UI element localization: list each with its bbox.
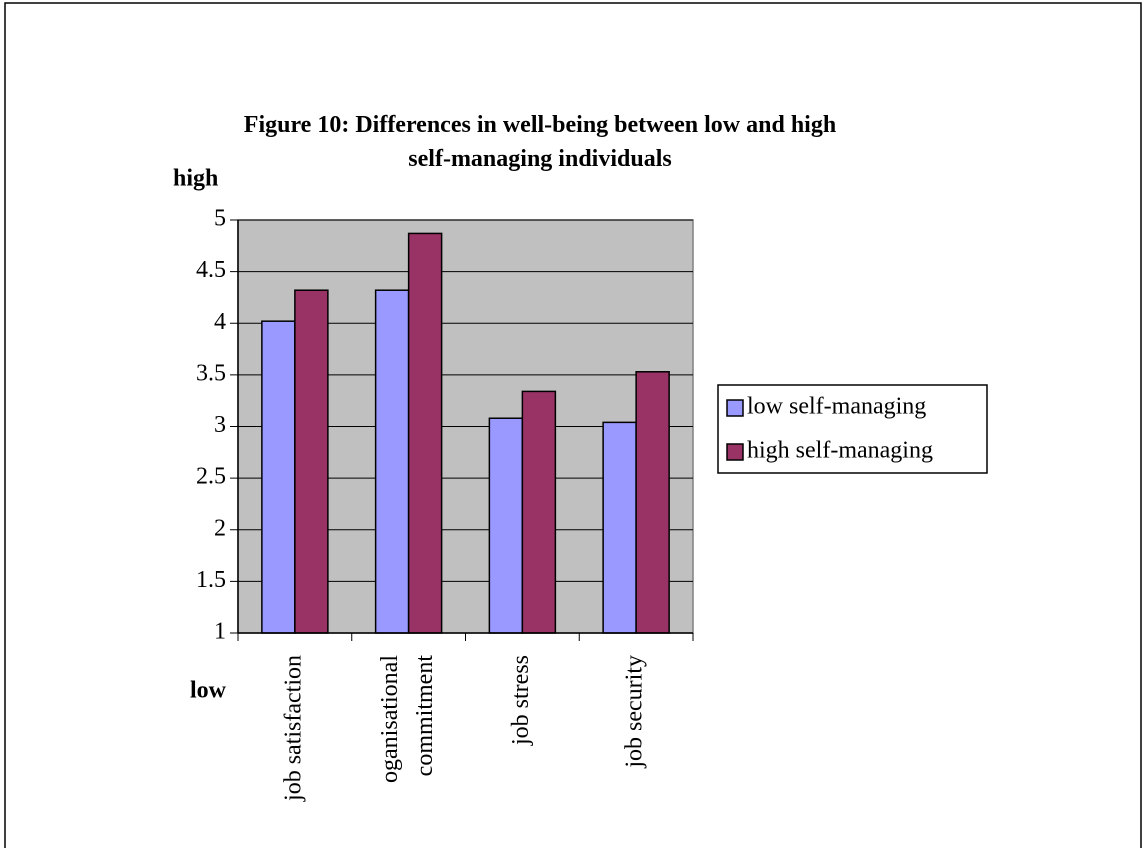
y-tick-label: 3.5	[196, 360, 226, 386]
chart-title: Figure 10: Differences in well-being bet…	[244, 112, 836, 172]
bar	[635, 371, 670, 634]
x-tick-label: job satisfaction	[280, 655, 306, 802]
bar	[488, 417, 524, 634]
x-label-group: job stress	[508, 655, 534, 746]
legend-label: high self-managing	[747, 438, 933, 464]
x-tick-label: oganisational commitment	[377, 655, 438, 783]
y-tick-label: 4	[214, 309, 226, 335]
y-tick-label: 1	[214, 619, 226, 645]
y-bottom-label: low	[190, 678, 227, 704]
x-tick-label: job security	[622, 655, 648, 769]
x-label-group: job satisfaction	[280, 655, 306, 802]
bar	[261, 320, 296, 634]
y-tick-label: 2	[214, 515, 226, 541]
bar	[407, 232, 443, 634]
frame	[4, 2, 1142, 848]
y-tick-label: 5	[214, 206, 226, 232]
y-tick-label: 4.5	[196, 257, 226, 283]
y-tick-label: 1.5	[196, 567, 226, 593]
legend-swatch	[726, 399, 744, 417]
bar	[602, 421, 637, 634]
bar	[374, 289, 410, 634]
y-tick-label: 3	[214, 412, 226, 438]
bar	[294, 289, 329, 634]
bar	[521, 390, 557, 634]
x-tick-label: job stress	[508, 655, 534, 746]
legend-box	[717, 384, 988, 474]
x-label-group: oganisational commitment	[377, 655, 438, 783]
y-tick-label: 2.5	[196, 464, 226, 490]
y-top-label: high	[173, 166, 218, 192]
legend-label: low self-managing	[747, 394, 926, 420]
x-label-group: job security	[622, 655, 648, 769]
legend-swatch	[726, 443, 744, 461]
